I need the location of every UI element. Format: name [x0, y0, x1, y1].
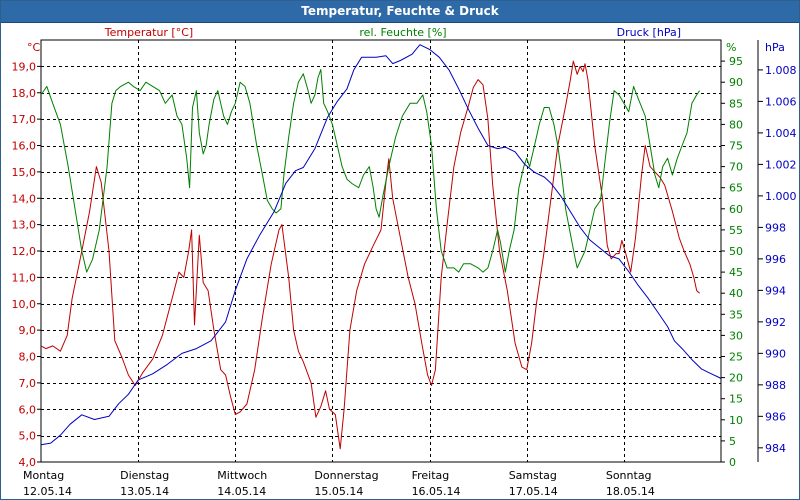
- pressure-tick-label: 1.000: [765, 190, 797, 203]
- x-tick-date-label: 13.05.14: [120, 485, 169, 498]
- temperature-tick-label: 16,0: [12, 140, 37, 153]
- pressure-series-line: [40, 44, 722, 446]
- humidity-tick-label: 30: [729, 329, 743, 342]
- x-tick-day-label: Dienstag: [120, 469, 169, 482]
- temperature-tick-label: 8,0: [19, 351, 37, 364]
- temperature-tick-label: 6,0: [19, 403, 37, 416]
- humidity-tick-label: 5: [729, 435, 736, 448]
- temperature-tick-label: 13,0: [12, 219, 37, 232]
- humidity-tick-label: 15: [729, 393, 743, 406]
- humidity-tick-label: 55: [729, 224, 743, 237]
- pressure-tick-label: 996: [765, 253, 786, 266]
- humidity-tick-label: 60: [729, 203, 743, 216]
- humidity-tick-label: 75: [729, 140, 743, 153]
- humidity-tick-label: 0: [729, 456, 736, 469]
- temperature-tick-label: 10,0: [12, 298, 37, 311]
- humidity-tick-label: 80: [729, 118, 743, 131]
- humidity-tick-label: 40: [729, 287, 743, 300]
- temperature-tick-label: 7,0: [19, 377, 37, 390]
- pressure-tick-label: 992: [765, 316, 786, 329]
- x-tick-date-label: 18.05.14: [606, 485, 655, 498]
- humidity-tick-label: 50: [729, 245, 743, 258]
- humidity-axis-title: rel. Feuchte [%]: [359, 26, 446, 39]
- temperature-tick-label: 9,0: [19, 324, 37, 337]
- temperature-tick-label: 17,0: [12, 113, 37, 126]
- x-tick-day-label: Mittwoch: [217, 469, 267, 482]
- title-bar: Temperatur, Feuchte & Druck: [1, 1, 799, 23]
- x-tick-day-label: Samstag: [509, 469, 557, 482]
- temperature-axis-title: Temperatur [°C]: [104, 26, 193, 39]
- humidity-tick-label: 70: [729, 161, 743, 174]
- temperature-series-line: [40, 60, 700, 450]
- humidity-series-line: [40, 69, 701, 273]
- humidity-tick-label: 45: [729, 266, 743, 279]
- pressure-tick-label: 1.004: [765, 127, 797, 140]
- pressure-tick-label: 984: [765, 442, 786, 455]
- x-tick-day-label: Montag: [23, 469, 64, 482]
- x-tick-day-label: Sonntag: [606, 469, 652, 482]
- temperature-tick-label: 11,0: [12, 271, 37, 284]
- pressure-tick-label: 994: [765, 284, 786, 297]
- x-tick-date-label: 16.05.14: [412, 485, 461, 498]
- temperature-unit: °C: [27, 41, 41, 54]
- pressure-tick-label: 998: [765, 221, 786, 234]
- humidity-tick-label: 95: [729, 55, 743, 68]
- temperature-tick-label: 15,0: [12, 166, 37, 179]
- pressure-unit: hPa: [765, 41, 785, 54]
- pressure-tick-label: 986: [765, 410, 786, 423]
- pressure-tick-label: 988: [765, 379, 786, 392]
- pressure-tick-label: 990: [765, 347, 786, 360]
- temperature-tick-label: 14,0: [12, 192, 37, 205]
- chart-title: Temperatur, Feuchte & Druck: [301, 4, 499, 18]
- temperature-tick-label: 18,0: [12, 87, 37, 100]
- temperature-tick-label: 19,0: [12, 60, 37, 73]
- humidity-tick-label: 10: [729, 414, 743, 427]
- humidity-tick-label: 20: [729, 372, 743, 385]
- pressure-tick-label: 1.002: [765, 158, 797, 171]
- temperature-tick-label: 5,0: [19, 430, 37, 443]
- pressure-axis-title: Druck [hPa]: [617, 26, 681, 39]
- humidity-tick-label: 35: [729, 308, 743, 321]
- x-tick-date-label: 14.05.14: [217, 485, 266, 498]
- temperature-tick-label: 12,0: [12, 245, 37, 258]
- temperature-tick-label: 4,0: [19, 456, 37, 469]
- x-tick-day-label: Donnerstag: [314, 469, 378, 482]
- humidity-tick-label: 85: [729, 97, 743, 110]
- x-tick-date-label: 12.05.14: [23, 485, 72, 498]
- humidity-tick-label: 65: [729, 182, 743, 195]
- x-tick-date-label: 17.05.14: [509, 485, 558, 498]
- pressure-tick-label: 1.008: [765, 64, 797, 77]
- x-tick-date-label: 15.05.14: [314, 485, 363, 498]
- pressure-tick-label: 1.006: [765, 95, 797, 108]
- humidity-tick-label: 90: [729, 76, 743, 89]
- x-tick-day-label: Freitag: [412, 469, 450, 482]
- humidity-unit: %: [726, 41, 736, 54]
- humidity-tick-label: 25: [729, 351, 743, 364]
